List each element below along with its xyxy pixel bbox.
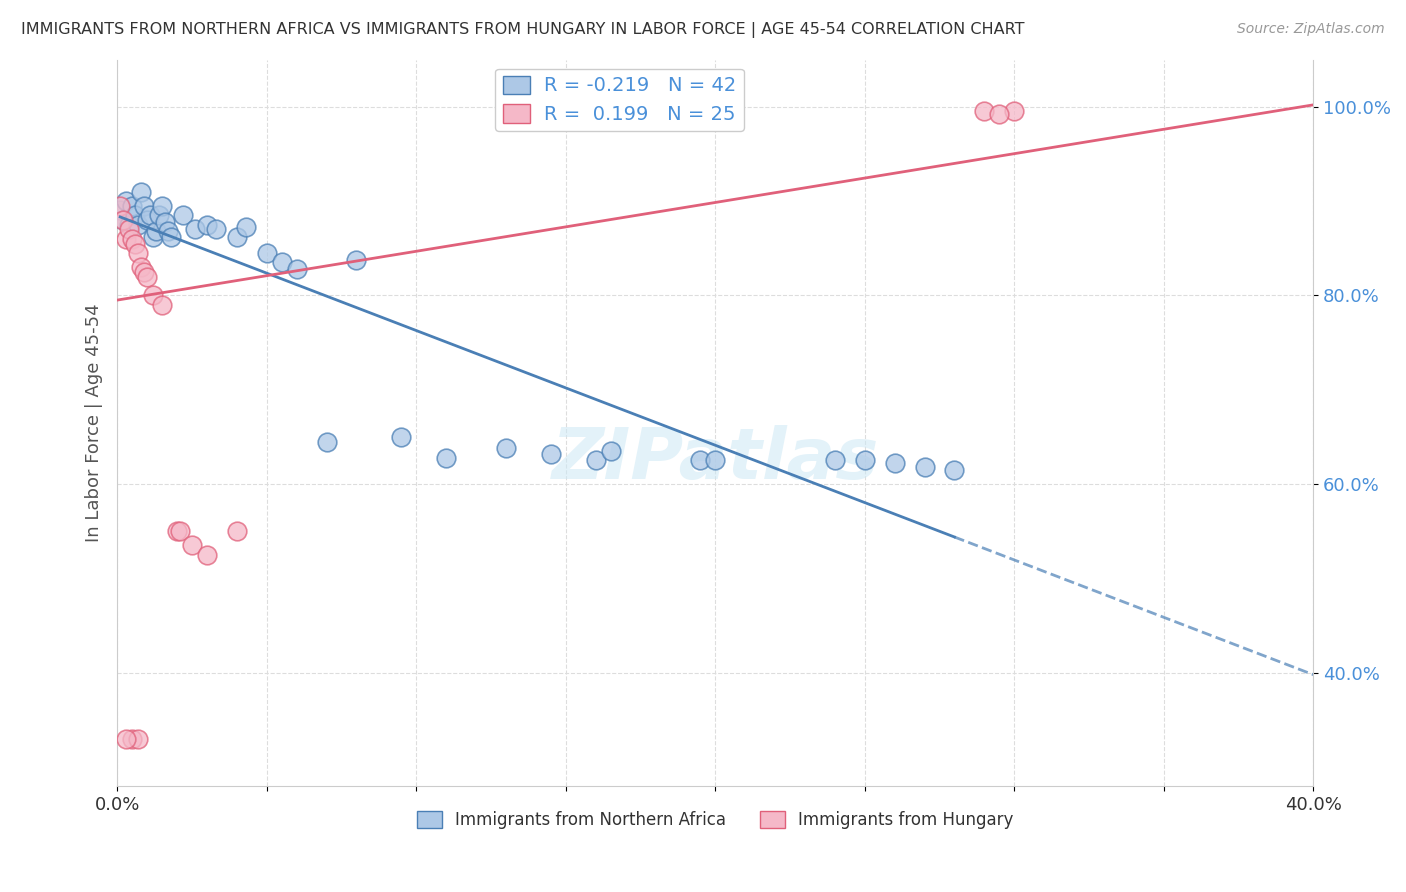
Point xyxy=(124,236,146,251)
Point xyxy=(145,224,167,238)
Point xyxy=(205,222,228,236)
Point xyxy=(118,218,141,232)
Point xyxy=(136,213,159,227)
Point xyxy=(943,463,966,477)
Point xyxy=(256,246,278,260)
Y-axis label: In Labor Force | Age 45-54: In Labor Force | Age 45-54 xyxy=(86,303,103,542)
Point xyxy=(127,731,149,746)
Point xyxy=(169,524,191,538)
Point xyxy=(108,203,131,218)
Point xyxy=(129,260,152,274)
Point xyxy=(157,224,180,238)
Text: Source: ZipAtlas.com: Source: ZipAtlas.com xyxy=(1237,22,1385,37)
Point xyxy=(115,194,138,208)
Point xyxy=(121,232,143,246)
Point xyxy=(270,255,292,269)
Legend: Immigrants from Northern Africa, Immigrants from Hungary: Immigrants from Northern Africa, Immigra… xyxy=(411,804,1021,836)
Point xyxy=(150,298,173,312)
Point xyxy=(914,460,936,475)
Point xyxy=(184,222,207,236)
Point xyxy=(235,220,257,235)
Point xyxy=(148,208,170,222)
Point xyxy=(389,430,412,444)
Point xyxy=(142,230,165,244)
Point xyxy=(285,262,308,277)
Point xyxy=(136,269,159,284)
Point xyxy=(704,453,727,467)
Point xyxy=(153,215,176,229)
Point xyxy=(1002,104,1025,119)
Point xyxy=(225,524,247,538)
Point xyxy=(118,222,141,236)
Text: IMMIGRANTS FROM NORTHERN AFRICA VS IMMIGRANTS FROM HUNGARY IN LABOR FORCE | AGE : IMMIGRANTS FROM NORTHERN AFRICA VS IMMIG… xyxy=(21,22,1025,38)
Point xyxy=(121,199,143,213)
Point xyxy=(132,199,155,213)
Point xyxy=(132,265,155,279)
Point xyxy=(127,218,149,232)
Point xyxy=(115,232,138,246)
Point xyxy=(344,252,367,267)
Point xyxy=(127,246,149,260)
Point xyxy=(824,453,846,467)
Point xyxy=(973,104,995,119)
Point xyxy=(129,185,152,199)
Point xyxy=(540,447,562,461)
Point xyxy=(599,444,621,458)
Point xyxy=(142,288,165,302)
Point xyxy=(689,453,711,467)
Point xyxy=(160,230,183,244)
Point xyxy=(195,548,218,562)
Point xyxy=(150,199,173,213)
Point xyxy=(121,731,143,746)
Point xyxy=(124,208,146,222)
Point xyxy=(315,434,337,449)
Point xyxy=(112,213,135,227)
Text: ZIPatlas: ZIPatlas xyxy=(551,425,879,493)
Point xyxy=(108,199,131,213)
Point xyxy=(585,453,607,467)
Point xyxy=(181,538,204,552)
Point xyxy=(225,230,247,244)
Point xyxy=(195,218,218,232)
Point xyxy=(139,208,162,222)
Point xyxy=(988,107,1011,121)
Point xyxy=(495,441,517,455)
Point xyxy=(115,731,138,746)
Point xyxy=(434,450,457,465)
Point xyxy=(172,208,194,222)
Point xyxy=(853,453,876,467)
Point xyxy=(166,524,188,538)
Point xyxy=(883,456,905,470)
Point xyxy=(112,213,135,227)
